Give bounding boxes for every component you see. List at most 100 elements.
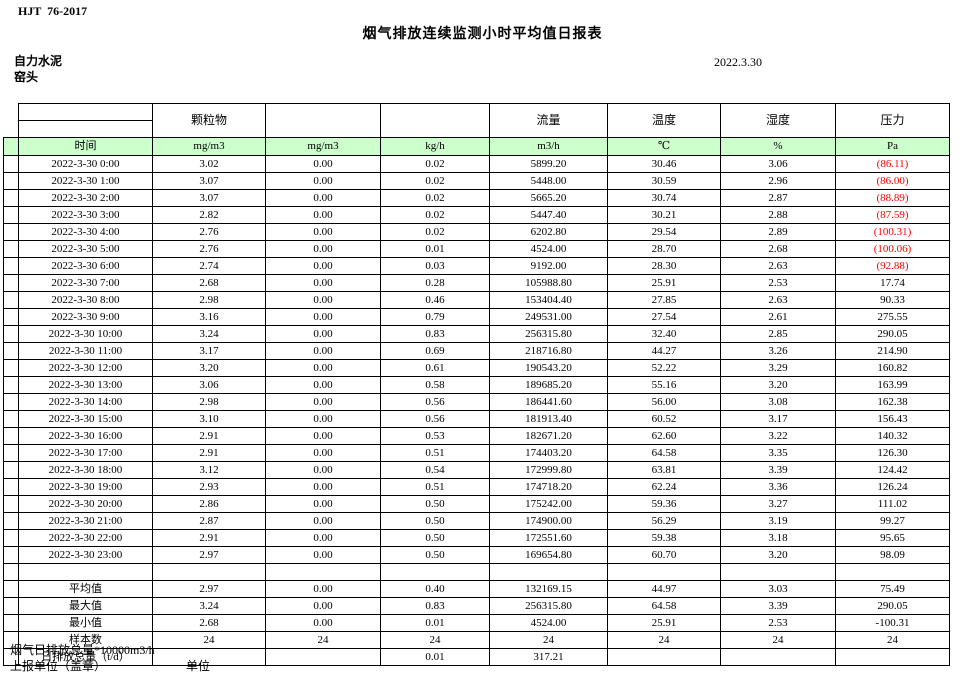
row-stub-cell	[3, 325, 19, 343]
value-cell: 27.85	[607, 291, 721, 309]
row-stub-cell	[3, 206, 19, 224]
summary-value-cell: 4524.00	[489, 614, 608, 632]
header-stub-cell	[4, 104, 19, 121]
value-cell: 2.93	[152, 478, 266, 496]
summary-value-cell	[720, 648, 836, 666]
spacer-cell	[152, 563, 266, 581]
row-stub-cell	[3, 512, 19, 530]
time-cell: 2022-3-30 10:00	[18, 325, 153, 343]
data-row: 2022-3-30 8:00 2.98 0.00 0.46 153404.40 27.85…	[3, 291, 950, 309]
value-cell: 30.46	[607, 155, 721, 173]
value-cell: 0.00	[265, 495, 381, 513]
value-cell: 28.70	[607, 240, 721, 258]
value-cell: 98.09	[835, 546, 950, 564]
value-cell: 3.26	[720, 342, 836, 360]
value-cell: 2.87	[720, 189, 836, 207]
value-cell: 0.00	[265, 189, 381, 207]
value-cell: 0.00	[265, 393, 381, 411]
time-cell: 2022-3-30 4:00	[18, 223, 153, 241]
value-cell: 0.00	[265, 529, 381, 547]
value-cell: 2.63	[720, 291, 836, 309]
value-cell: 0.00	[265, 512, 381, 530]
value-cell: 3.10	[152, 410, 266, 428]
value-cell: 56.29	[607, 512, 721, 530]
data-row: 2022-3-30 4:00 2.76 0.00 0.02 6202.80 29.54 2.…	[3, 223, 950, 241]
value-cell: 172999.80	[489, 461, 608, 479]
summary-value-cell: 317.21	[489, 648, 608, 666]
value-cell: 2.68	[720, 240, 836, 258]
unit-cell: m3/h	[489, 137, 608, 156]
value-cell: 2.68	[152, 274, 266, 292]
value-cell: 0.02	[380, 223, 490, 241]
summary-value-cell: 24	[835, 631, 950, 649]
value-cell: 218716.80	[489, 342, 608, 360]
value-cell: 17.74	[835, 274, 950, 292]
value-cell: 5665.20	[489, 189, 608, 207]
value-cell: 153404.40	[489, 291, 608, 309]
value-cell: 2.91	[152, 529, 266, 547]
summary-row: 最小值 2.68 0.00 0.01 4524.00 25.91 2.53 -100.31	[3, 614, 950, 632]
value-cell: 3.24	[152, 325, 266, 343]
unit-stub-cell	[3, 137, 19, 156]
summary-value-cell: 0.00	[265, 580, 381, 598]
value-cell: 3.27	[720, 495, 836, 513]
time-cell: 2022-3-30 0:00	[18, 155, 153, 173]
time-cell: 2022-3-30 1:00	[18, 172, 153, 190]
value-cell: 62.24	[607, 478, 721, 496]
data-row: 2022-3-30 20:00 2.86 0.00 0.50 175242.00 59.3…	[3, 495, 950, 513]
value-cell: 0.00	[265, 155, 381, 173]
value-cell: 2.76	[152, 223, 266, 241]
unit-cell: Pa	[835, 137, 950, 156]
unit-header-row: 时间 mg/m3 mg/m3 kg/h m3/h ℃ % Pa	[3, 137, 950, 156]
value-cell: 32.40	[607, 325, 721, 343]
value-cell: 0.01	[380, 240, 490, 258]
value-cell: 25.91	[607, 274, 721, 292]
header-empty-cell	[18, 103, 153, 121]
value-cell: 0.46	[380, 291, 490, 309]
value-cell: 3.18	[720, 529, 836, 547]
value-cell: 0.00	[265, 257, 381, 275]
data-row: 2022-3-30 23:00 2.97 0.00 0.50 169654.80 60.7…	[3, 546, 950, 564]
value-cell: 3.36	[720, 478, 836, 496]
value-cell: 0.00	[265, 478, 381, 496]
value-cell: 2.61	[720, 308, 836, 326]
value-cell: 3.20	[720, 546, 836, 564]
value-cell: 182671.20	[489, 427, 608, 445]
spacer-row	[3, 563, 950, 581]
value-cell: 52.22	[607, 359, 721, 377]
row-stub-cell	[3, 223, 19, 241]
value-cell: 0.00	[265, 274, 381, 292]
value-cell: 3.02	[152, 155, 266, 173]
value-cell: 99.27	[835, 512, 950, 530]
value-cell: 56.00	[607, 393, 721, 411]
value-cell: 174403.20	[489, 444, 608, 462]
summary-label-cell: 最大值	[18, 597, 153, 615]
data-row: 2022-3-30 11:00 3.17 0.00 0.69 218716.80 44.2…	[3, 342, 950, 360]
value-cell: 3.06	[720, 155, 836, 173]
row-stub-cell	[3, 308, 19, 326]
time-cell: 2022-3-30 3:00	[18, 206, 153, 224]
standard-code: HJT 76-2017	[18, 4, 88, 18]
summary-value-cell: 0.00	[265, 614, 381, 632]
summary-value-cell: 64.58	[607, 597, 721, 615]
row-stub-cell	[3, 393, 19, 411]
spacer-cell	[265, 563, 381, 581]
value-cell: 175242.00	[489, 495, 608, 513]
summary-value-cell: 0.01	[380, 614, 490, 632]
summary-value-cell: 24	[607, 631, 721, 649]
value-cell: (86.11)	[835, 155, 950, 173]
value-cell: 3.12	[152, 461, 266, 479]
value-cell: 0.02	[380, 189, 490, 207]
time-cell: 2022-3-30 23:00	[18, 546, 153, 564]
value-cell: 2.85	[720, 325, 836, 343]
value-cell: (87.59)	[835, 206, 950, 224]
summary-value-cell	[607, 648, 721, 666]
value-cell: 2.88	[720, 206, 836, 224]
time-cell: 2022-3-30 5:00	[18, 240, 153, 258]
value-cell: 0.02	[380, 155, 490, 173]
spacer-cell	[720, 563, 836, 581]
row-stub-cell	[3, 597, 19, 615]
time-cell: 2022-3-30 9:00	[18, 308, 153, 326]
data-row: 2022-3-30 1:00 3.07 0.00 0.02 5448.00 30.59 2.…	[3, 172, 950, 190]
value-cell: 90.33	[835, 291, 950, 309]
